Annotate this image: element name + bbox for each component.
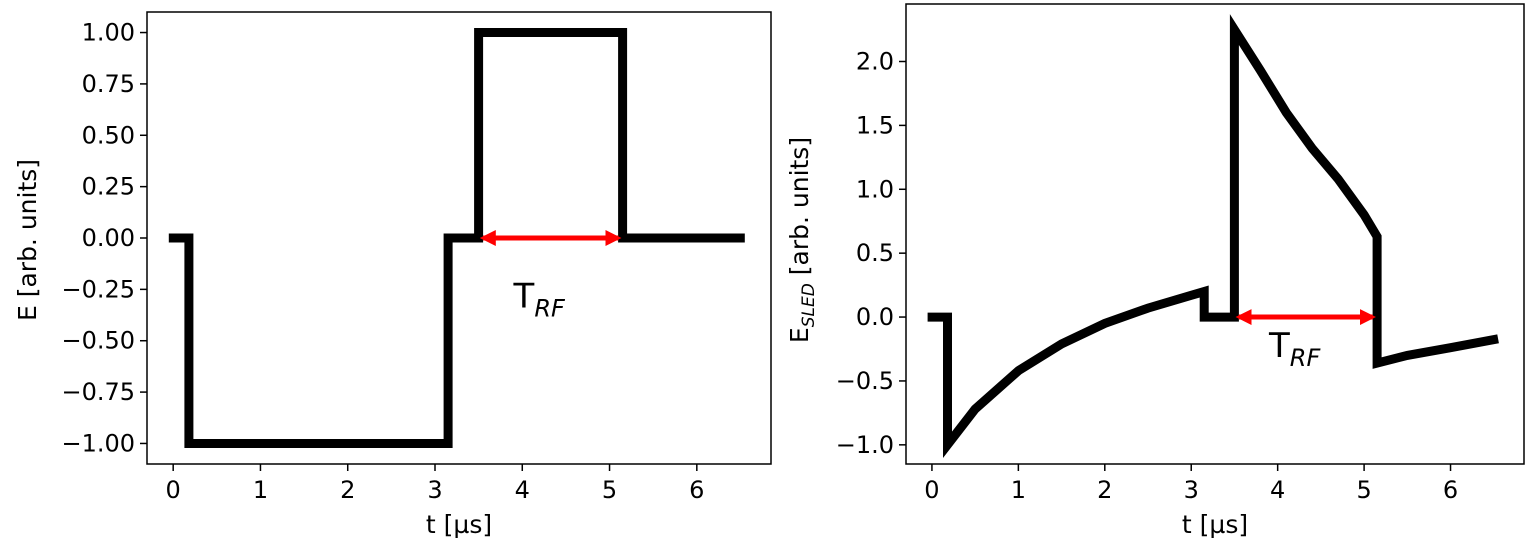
y-tick-label: −1.0 bbox=[836, 431, 894, 459]
y-tick-label: 1.5 bbox=[856, 111, 894, 139]
x-tick-label: 3 bbox=[1184, 476, 1199, 504]
y-axis-label: ESLED [arb. units] bbox=[785, 137, 819, 343]
signal-line bbox=[168, 28, 745, 448]
y-tick-label: −0.50 bbox=[61, 327, 135, 355]
y-tick-label: −0.25 bbox=[61, 275, 135, 303]
x-tick-label: 2 bbox=[1097, 476, 1112, 504]
x-axis-label: t [µs] bbox=[1182, 510, 1248, 539]
x-tick-label: 2 bbox=[340, 476, 355, 504]
y-tick-label: 0.0 bbox=[856, 303, 894, 331]
x-tick-label: 0 bbox=[924, 476, 939, 504]
plot-frame bbox=[905, 3, 1525, 465]
x-tick-label: 4 bbox=[1270, 476, 1285, 504]
y-tick-label: 0.75 bbox=[82, 70, 135, 98]
trf-label-main: T bbox=[513, 277, 535, 317]
x-tick-label: 4 bbox=[515, 476, 530, 504]
y-axis-label: E [arb. units] bbox=[13, 159, 42, 321]
x-tick-label: 3 bbox=[427, 476, 442, 504]
y-axis-label-rest: [arb. units] bbox=[785, 137, 814, 283]
x-axis-label: t [µs] bbox=[426, 510, 492, 539]
x-tick-label: 1 bbox=[1011, 476, 1026, 504]
trf-label-sub: RF bbox=[1290, 344, 1322, 372]
y-tick-label: 2.0 bbox=[856, 48, 894, 76]
trf-label: TRF bbox=[513, 277, 566, 323]
y-tick-label: 0.00 bbox=[82, 224, 135, 252]
trf-label-sub: RF bbox=[534, 295, 566, 323]
signal-line bbox=[927, 14, 1499, 458]
x-ticks: 0 1 2 3 4 5 6 bbox=[166, 464, 704, 504]
y-tick-label: 1.0 bbox=[856, 175, 894, 203]
y-tick-label: −0.75 bbox=[61, 378, 135, 406]
y-ticks: 1.00 0.75 0.50 0.25 0.00 −0.25 −0.50 −0.75 −1.00 bbox=[61, 19, 147, 457]
y-tick-label: 0.25 bbox=[82, 173, 135, 201]
x-tick-label: 6 bbox=[689, 476, 704, 504]
y-axis-label-sub: SLED bbox=[799, 283, 819, 327]
y-tick-label: −1.00 bbox=[61, 429, 135, 457]
x-tick-label: 1 bbox=[253, 476, 268, 504]
x-ticks: 0 1 2 3 4 5 6 bbox=[924, 464, 1458, 504]
y-tick-label: 1.00 bbox=[82, 19, 135, 47]
y-tick-label: 0.5 bbox=[856, 239, 894, 267]
y-tick-label: 0.50 bbox=[82, 121, 135, 149]
chart-right: 2.0 1.5 1.0 0.5 0.0 −0.5 −1.0 0 1 2 3 4 5 6 TRF t [µ… bbox=[785, 3, 1525, 539]
y-ticks: 2.0 1.5 1.0 0.5 0.0 −0.5 −1.0 bbox=[836, 48, 906, 459]
chart-left: 1.00 0.75 0.50 0.25 0.00 −0.25 −0.50 −0.75 −1.00… bbox=[13, 11, 772, 539]
x-tick-label: 6 bbox=[1443, 476, 1458, 504]
y-axis-label-main: E bbox=[785, 327, 814, 343]
trf-label-main: T bbox=[1268, 326, 1290, 366]
x-tick-label: 5 bbox=[602, 476, 617, 504]
x-tick-label: 5 bbox=[1356, 476, 1371, 504]
x-tick-label: 0 bbox=[166, 476, 181, 504]
trf-label: TRF bbox=[1268, 326, 1321, 372]
y-tick-label: −0.5 bbox=[836, 367, 894, 395]
